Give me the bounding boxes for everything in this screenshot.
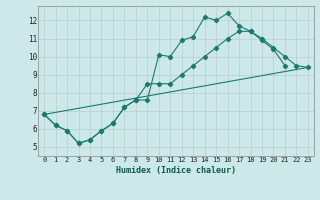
X-axis label: Humidex (Indice chaleur): Humidex (Indice chaleur) [116,166,236,175]
